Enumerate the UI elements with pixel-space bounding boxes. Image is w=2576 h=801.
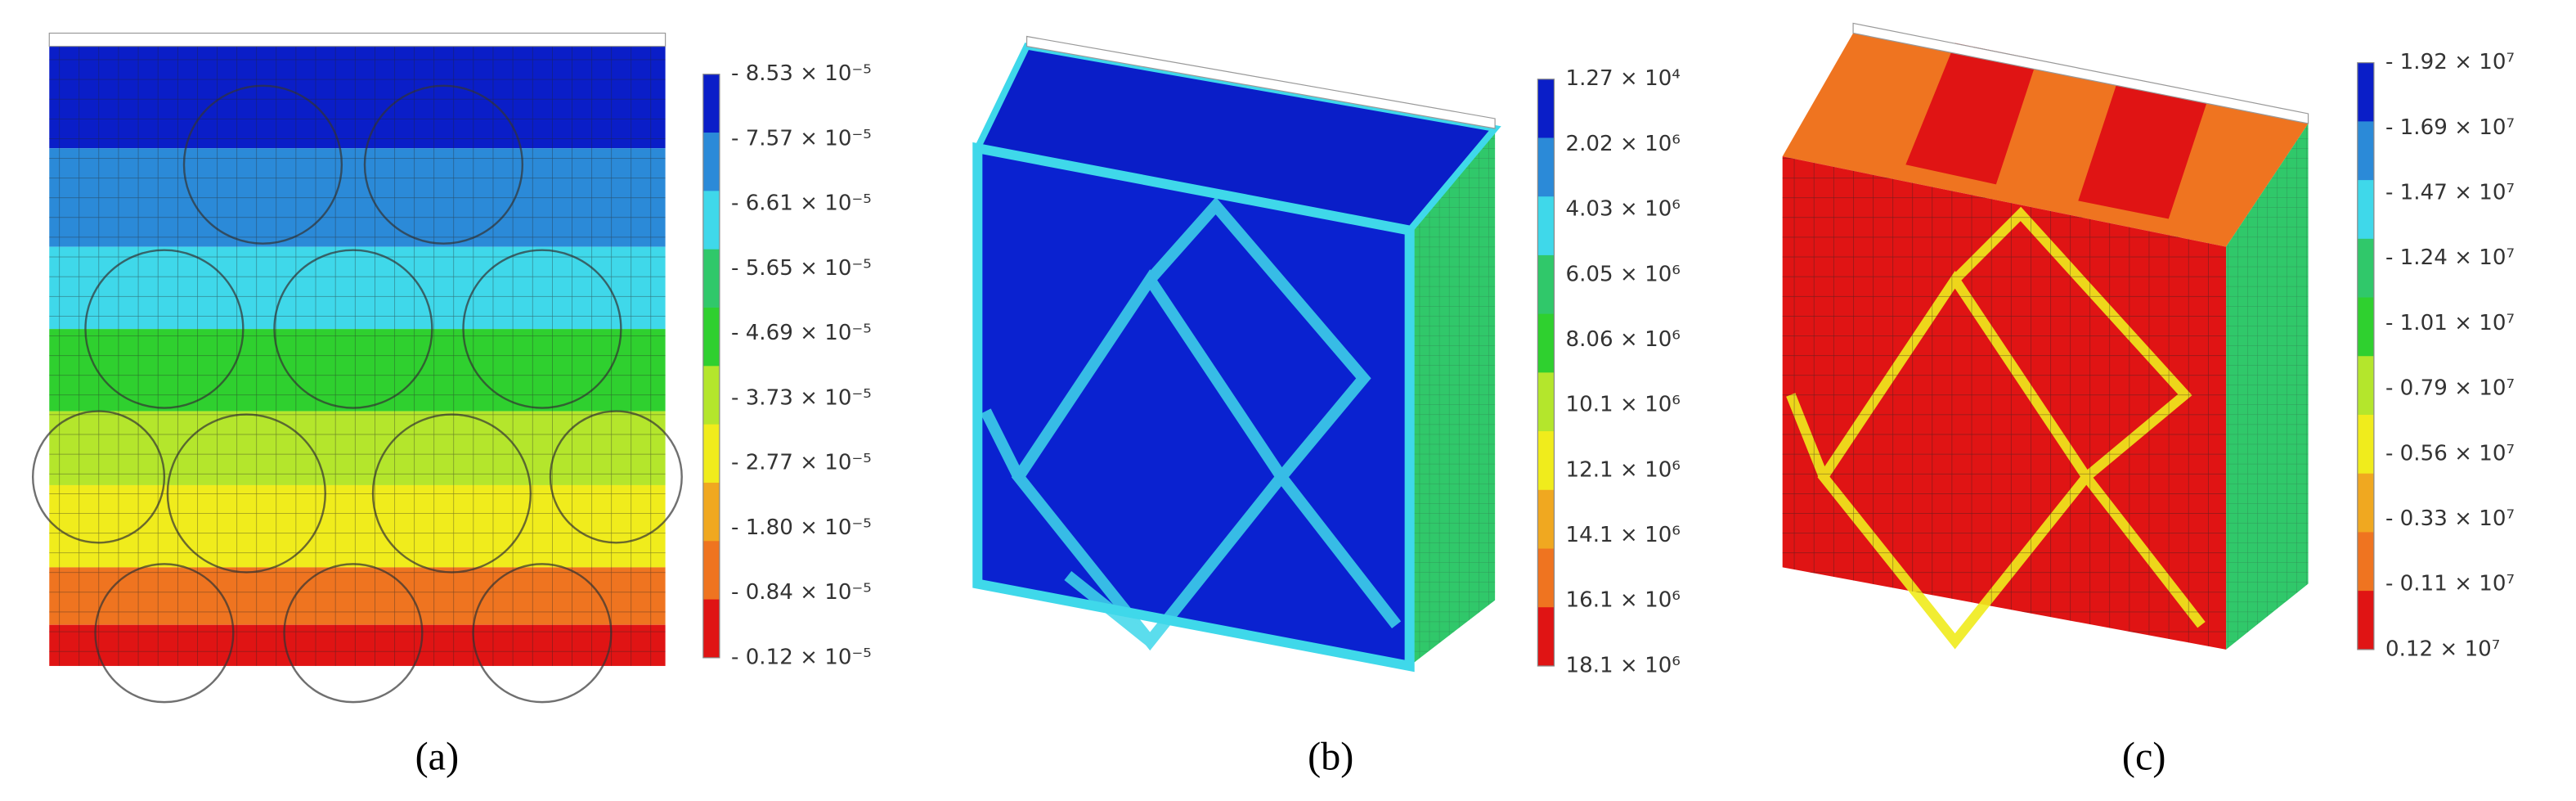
legend-label: - 1.69 × 10⁷: [2385, 115, 2515, 140]
legend-swatch: [1537, 607, 1555, 667]
legend-swatch: [1537, 254, 1555, 315]
contour-plot-a: [31, 32, 683, 704]
legend-frame: [2357, 62, 2375, 650]
legend-label: 16.1 × 10⁶: [1566, 588, 1681, 613]
legend-swatch: [1537, 137, 1555, 197]
legend-swatch: [2357, 591, 2374, 650]
contour-plot-b: [972, 35, 1501, 673]
legend-swatch: [1537, 372, 1555, 432]
legend-swatch: [2357, 297, 2374, 357]
legend-swatch: [1537, 489, 1555, 550]
legend-frame: [702, 74, 720, 659]
legend-swatch: [702, 249, 720, 308]
contour-plot-c: [1782, 22, 2309, 650]
legend-swatch: [702, 74, 720, 133]
legend-swatch: [702, 599, 720, 659]
legend-label: 12.1 × 10⁶: [1566, 457, 1681, 482]
legend-label: - 0.84 × 10⁻⁵: [731, 580, 872, 605]
legend-swatch: [2357, 356, 2374, 416]
legend-swatch: [2357, 121, 2374, 181]
legend-label: - 4.69 × 10⁻⁵: [731, 321, 872, 345]
legend-label: - 0.12 × 10⁻⁵: [731, 645, 872, 669]
legend-label: - 7.57 × 10⁻⁵: [731, 126, 872, 151]
legend-label: - 5.65 × 10⁻⁵: [731, 256, 872, 281]
legend-label: 6.05 × 10⁶: [1566, 262, 1681, 286]
legend-label: 8.06 × 10⁶: [1566, 327, 1681, 352]
legend-label: 10.1 × 10⁶: [1566, 393, 1681, 417]
legend-label: 14.1 × 10⁶: [1566, 523, 1681, 547]
legend-label: - 0.33 × 10⁷: [2385, 506, 2515, 531]
legend-label: 0.12 × 10⁷: [2385, 637, 2500, 661]
legend-label: - 1.01 × 10⁷: [2385, 311, 2515, 335]
legend-label: - 1.47 × 10⁷: [2385, 181, 2515, 205]
legend-label: - 0.79 × 10⁷: [2385, 376, 2515, 401]
legend-label: 1.27 × 10⁴: [1566, 66, 1681, 91]
legend-swatch: [702, 541, 720, 601]
legend-swatch: [702, 191, 720, 250]
legend-label: - 3.73 × 10⁻⁵: [731, 385, 872, 410]
legend-swatch: [2357, 180, 2374, 240]
legend-label: - 8.53 × 10⁻⁵: [731, 61, 872, 86]
panel-label: (b): [1308, 736, 1353, 779]
legend-swatch: [1537, 79, 1555, 139]
legend-swatch: [702, 482, 720, 542]
legend-label: - 6.61 × 10⁻⁵: [731, 191, 872, 216]
legend-label: - 0.11 × 10⁷: [2385, 572, 2515, 596]
panel-label: (c): [2122, 736, 2166, 779]
legend-swatch: [2357, 532, 2374, 592]
legend-label: 2.02 × 10⁶: [1566, 132, 1681, 156]
legend-swatch: [1537, 431, 1555, 491]
legend-label: - 1.80 × 10⁻⁵: [731, 515, 872, 540]
legend-swatch: [2357, 62, 2374, 122]
legend-swatch: [2357, 414, 2374, 475]
legend-label: 4.03 × 10⁶: [1566, 197, 1681, 222]
legend-swatch: [1537, 313, 1555, 373]
legend-frame: [1537, 79, 1555, 667]
panel-label: (a): [415, 736, 460, 779]
legend-label: - 2.77 × 10⁻⁵: [731, 451, 872, 475]
legend-swatch: [1537, 196, 1555, 256]
legend-swatch: [702, 307, 720, 367]
legend-swatch: [2357, 473, 2374, 533]
legend-swatch: [702, 133, 720, 191]
legend-swatch: [702, 424, 720, 484]
legend-label: - 1.24 × 10⁷: [2385, 245, 2515, 270]
legend-label: - 1.92 × 10⁷: [2385, 50, 2515, 74]
legend-label: - 0.56 × 10⁷: [2385, 441, 2515, 466]
legend-swatch: [1537, 548, 1555, 608]
legend-swatch: [702, 366, 720, 425]
legend-swatch: [2357, 238, 2374, 299]
legend-label: 18.1 × 10⁶: [1566, 653, 1681, 677]
